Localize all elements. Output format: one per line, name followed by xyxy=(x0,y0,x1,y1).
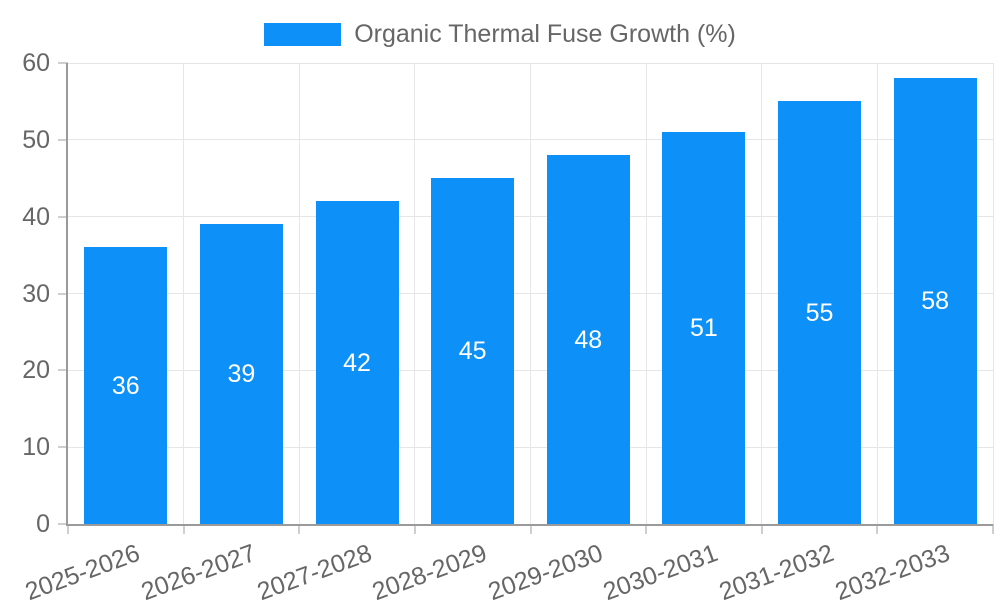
y-tick-label: 0 xyxy=(36,510,50,538)
bar[interactable] xyxy=(315,201,399,524)
y-tick-label: 20 xyxy=(22,356,50,385)
x-tick-mark xyxy=(413,524,416,534)
x-tick-label: 2030-2031 xyxy=(599,538,722,607)
x-tick-label: 2032-2033 xyxy=(831,538,954,607)
y-tick-mark xyxy=(58,215,68,218)
x-tick-mark xyxy=(529,524,532,534)
bar-value-label: 58 xyxy=(921,287,950,316)
bar-value-label: 36 xyxy=(111,371,140,400)
bar[interactable] xyxy=(893,78,977,524)
bar-value-label: 39 xyxy=(227,360,256,389)
x-tick-mark xyxy=(760,524,763,534)
x-tick-label: 2029-2030 xyxy=(484,538,607,607)
x-tick-label: 2031-2032 xyxy=(715,538,838,607)
x-tick-label: 2028-2029 xyxy=(368,538,491,607)
y-tick-label: 50 xyxy=(22,125,50,154)
y-axis-line xyxy=(66,63,68,526)
bar-value-label: 51 xyxy=(690,314,718,343)
x-tick-mark xyxy=(645,524,648,534)
bar[interactable] xyxy=(199,224,283,524)
y-tick-mark xyxy=(58,369,68,372)
bar-value-label: 55 xyxy=(805,298,834,327)
bar[interactable] xyxy=(778,101,862,524)
y-tick-mark xyxy=(58,62,68,64)
x-gridline xyxy=(645,63,647,524)
x-tick-mark xyxy=(992,524,994,534)
y-tick-label: 60 xyxy=(22,49,50,77)
x-tick-label: 2025-2026 xyxy=(21,538,144,607)
x-gridline xyxy=(876,63,878,524)
y-tick-mark xyxy=(58,446,68,449)
x-gridline xyxy=(183,63,185,524)
bar[interactable] xyxy=(546,155,630,524)
y-tick-label: 30 xyxy=(22,279,50,308)
x-gridline xyxy=(298,63,300,524)
x-gridline xyxy=(414,63,416,524)
x-tick-mark xyxy=(876,524,879,534)
bar[interactable] xyxy=(431,178,515,524)
bar-value-label: 48 xyxy=(574,325,603,354)
x-tick-label: 2027-2028 xyxy=(253,538,375,607)
legend-swatch xyxy=(264,22,342,46)
legend[interactable]: Organic Thermal Fuse Growth (%) xyxy=(0,18,1000,50)
y-tick-mark xyxy=(58,138,68,141)
y-tick-label: 10 xyxy=(22,433,50,462)
bar[interactable] xyxy=(84,247,168,524)
x-axis-line xyxy=(68,524,993,526)
x-tick-mark xyxy=(182,524,185,534)
legend-label: Organic Thermal Fuse Growth (%) xyxy=(354,19,736,48)
x-tick-mark xyxy=(67,524,69,534)
x-tick-mark xyxy=(298,524,301,534)
y-tick-label: 40 xyxy=(22,202,50,231)
bar-value-label: 42 xyxy=(343,348,371,377)
bar-value-label: 45 xyxy=(458,337,487,366)
bar[interactable] xyxy=(662,132,746,524)
x-tick-label: 2026-2027 xyxy=(137,538,260,607)
x-gridline xyxy=(992,63,994,524)
y-tick-mark xyxy=(58,292,68,295)
y-tick-mark xyxy=(58,523,68,525)
x-gridline xyxy=(530,63,531,524)
x-gridline xyxy=(761,63,763,524)
